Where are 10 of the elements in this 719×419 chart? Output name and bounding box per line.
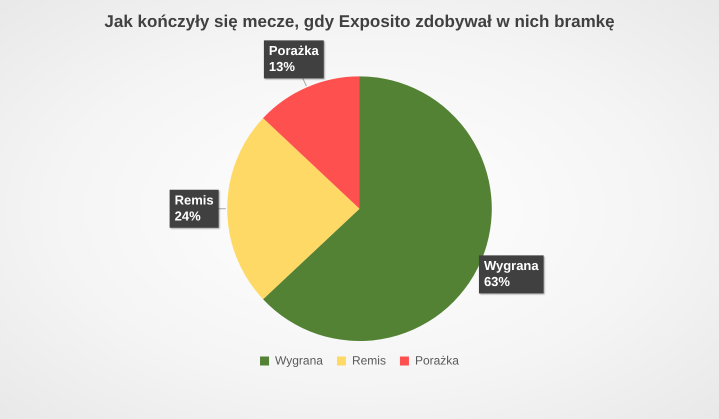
chart-title: Jak kończyły się mecze, gdy Exposito zdobywał w nich bramkę <box>104 12 615 31</box>
slice-label: Wygrana <box>484 258 540 273</box>
slice-label: Porażka <box>268 42 320 58</box>
data-label: 63% <box>484 274 510 289</box>
legend-label: Wygrana <box>275 353 324 368</box>
legend-label: Remis <box>352 353 386 368</box>
legend-label: Porażka <box>414 353 460 368</box>
data-label: 13% <box>268 58 296 74</box>
data-label: 24% <box>174 208 202 224</box>
slice-label: Remis <box>174 192 214 208</box>
